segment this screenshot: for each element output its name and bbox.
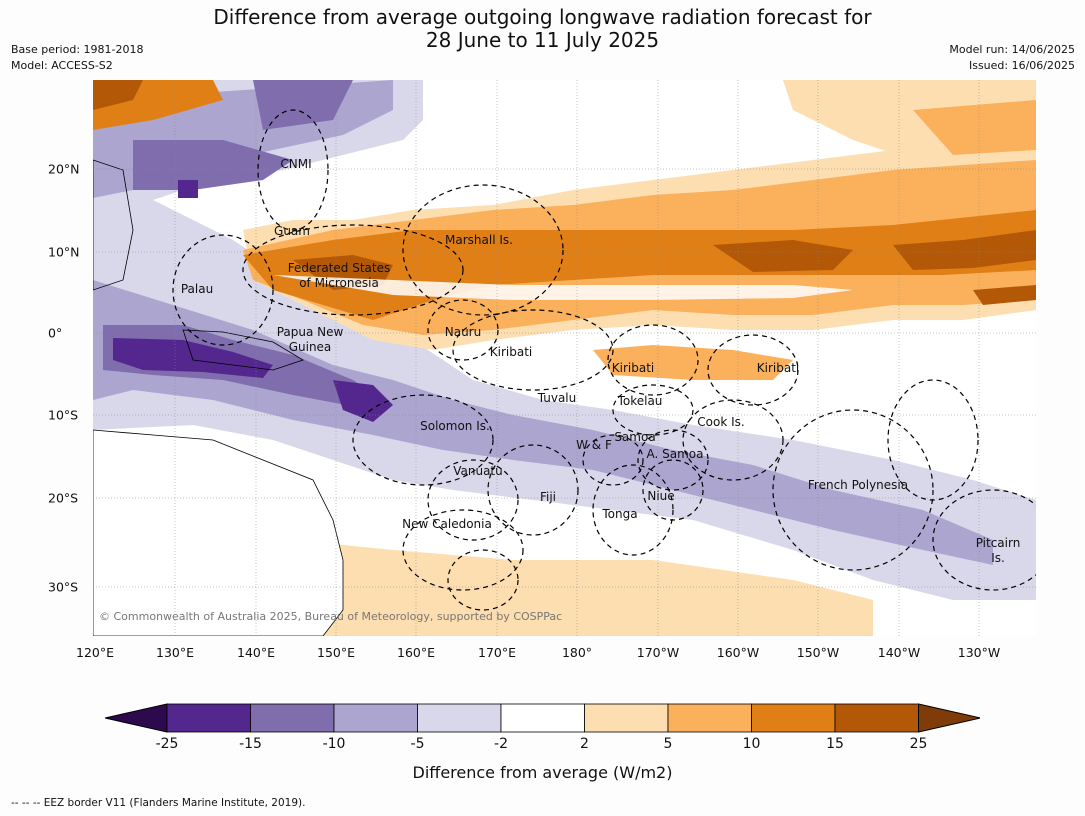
lat-label: 30°S: [48, 579, 79, 595]
region-label: W & F: [576, 438, 612, 452]
region-label: Kiribati: [757, 361, 799, 375]
region-label: Kiribati: [612, 361, 654, 375]
region-label: Pitcairn: [976, 536, 1021, 550]
colorbar-tick-label: 25: [909, 736, 928, 752]
region-label: Samoa: [614, 430, 655, 444]
colorbar-max-extend: [918, 703, 980, 733]
region-label: Tokelau: [617, 394, 663, 408]
lon-label: 150°E: [316, 645, 356, 660]
colorbar-segment: [834, 703, 919, 733]
lon-label: 140°W: [877, 645, 921, 660]
colorbar-min-extend: [105, 703, 168, 733]
lat-label: 20°N: [48, 161, 80, 177]
lat-label: 10°N: [48, 244, 80, 260]
colorbar-segment: [751, 703, 836, 733]
lon-label: 130°E: [155, 645, 195, 660]
region-label: Kiribati: [490, 345, 532, 359]
region-label: French Polynesia: [808, 478, 908, 492]
lat-label: 0°: [48, 325, 63, 341]
colorbar-tick-label: 15: [826, 736, 844, 752]
lon-label: 150°W: [796, 645, 840, 660]
region-label: Cook Is.: [697, 415, 744, 429]
region-label: Federated States: [288, 261, 390, 275]
region-label: New Caledonia: [402, 517, 492, 531]
region-label: Vanuatu: [453, 464, 503, 478]
lat-label: 20°S: [48, 490, 79, 506]
base-period: Base period: 1981-2018: [11, 43, 144, 56]
region-label: Fiji: [540, 490, 556, 504]
region-label: Solomon Is.: [420, 419, 490, 433]
model-name: Model: ACCESS-S2: [11, 59, 113, 72]
gridlines: [93, 80, 1036, 636]
colorbar-tick-label: 5: [663, 736, 673, 752]
region-label: CNMI: [280, 157, 311, 171]
colorbar-segment: [333, 703, 418, 733]
title-line-1: Difference from average outgoing longwav…: [213, 5, 872, 29]
colorbar: [105, 703, 980, 733]
region-label: Marshall Is.: [445, 233, 513, 247]
lon-label: 180°: [561, 645, 593, 660]
region-label: Papua New: [277, 325, 344, 339]
title-line-2: 28 June to 11 July 2025: [425, 28, 660, 52]
colorbar-tick-label: 10: [742, 736, 761, 752]
colorbar-segment: [166, 703, 251, 733]
region-label: Tuvalu: [537, 391, 577, 405]
lon-label: 170°W: [636, 645, 680, 660]
meta-right: Model run: 14/06/2025 Issued: 16/06/2025: [949, 42, 1075, 74]
lat-label: 10°S: [48, 407, 79, 423]
region-label: Niue: [647, 489, 674, 503]
map-title: Difference from average outgoing longwav…: [0, 6, 1085, 52]
eez-footnote: -- -- -- EEZ border V11 (Flanders Marine…: [11, 797, 306, 809]
model-run: Model run: 14/06/2025: [949, 43, 1075, 56]
region-label: Palau: [181, 282, 213, 296]
colorbar-segment: [500, 703, 585, 733]
region-label: A. Samoa: [647, 447, 704, 461]
region-label: Tonga: [601, 507, 637, 521]
colorbar-tick-label: 2: [580, 736, 589, 752]
colorbar-title: Difference from average (W/m2): [412, 763, 673, 782]
lon-label: 130°W: [957, 645, 1001, 660]
eez-borders: [172, 109, 1036, 611]
colorbar-segment: [417, 703, 502, 733]
region-label: Is.: [991, 551, 1005, 565]
colorbar-tick-label: -5: [410, 736, 425, 752]
colorbar-tick-label: -15: [239, 736, 262, 752]
lon-label: 160°E: [396, 645, 436, 660]
colorbar-tick-label: -10: [322, 736, 346, 752]
copyright-notice: © Commonwealth of Australia 2025, Bureau…: [99, 610, 562, 623]
region-label: Nauru: [445, 325, 481, 339]
lon-label: 140°E: [236, 645, 276, 660]
lon-label: 160°W: [716, 645, 760, 660]
colorbar-segment: [667, 703, 752, 733]
meta-left: Base period: 1981-2018 Model: ACCESS-S2: [11, 42, 143, 74]
region-label: of Micronesia: [299, 276, 379, 290]
issued-date: Issued: 16/06/2025: [968, 59, 1075, 72]
colorbar-tick-label: -2: [494, 736, 508, 752]
lon-label: 120°E: [75, 645, 115, 660]
lon-label: 170°E: [477, 645, 517, 660]
region-label: Guinea: [289, 340, 332, 354]
landmasses: [93, 159, 344, 636]
colorbar-segment: [584, 703, 669, 733]
colorbar-segment: [250, 703, 335, 733]
region-label: Guam: [274, 224, 310, 238]
colorbar-tick-label: -25: [155, 736, 179, 752]
